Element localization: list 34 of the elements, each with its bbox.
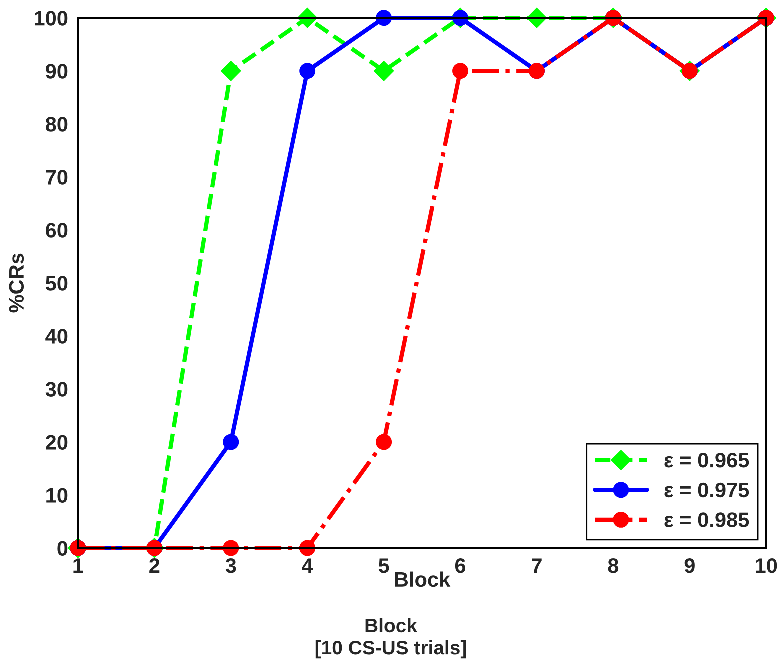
x-tick-label: 10 [756, 558, 778, 574]
point [300, 63, 316, 80]
y-tick-label: 30 [46, 382, 68, 397]
x-tick-label: 3 [226, 558, 236, 574]
y-tick-label: 60 [46, 223, 68, 238]
x-tick-label: 8 [608, 558, 619, 574]
y-tick-label: 80 [46, 117, 68, 132]
x-tick-label: 5 [378, 558, 390, 574]
x-tick-label: 7 [532, 558, 542, 574]
legend-label: ε = 0.975 [664, 482, 750, 498]
point [376, 434, 392, 450]
y-axis-title: %CRs [9, 254, 24, 313]
x-tick-label: 2 [150, 558, 160, 574]
point [374, 62, 394, 81]
y-tick-label: 90 [46, 64, 68, 79]
text: Block [366, 618, 418, 633]
legend-label: ε = 0.965 [664, 452, 750, 468]
y-tick-label: 100 [35, 11, 68, 26]
y-tick-label: 40 [46, 329, 68, 344]
y-tick-label: 10 [46, 488, 68, 503]
x-axis-title: Block [395, 572, 451, 588]
x-tick-label: 6 [455, 558, 466, 574]
point [222, 62, 241, 81]
x-tick-label: 9 [684, 558, 695, 574]
legend-label: ε = 0.985 [664, 512, 750, 528]
y-tick-label: 20 [46, 435, 68, 450]
y-tick-label: 50 [46, 276, 68, 291]
y-tick-label: 70 [46, 170, 68, 185]
y-tick-label: 0 [58, 541, 68, 556]
x-tick-label: 1 [74, 558, 84, 574]
text: [10 CS-US trials] [316, 640, 466, 659]
x-tick-label: 4 [302, 558, 314, 574]
point [452, 63, 468, 80]
point [223, 434, 240, 450]
